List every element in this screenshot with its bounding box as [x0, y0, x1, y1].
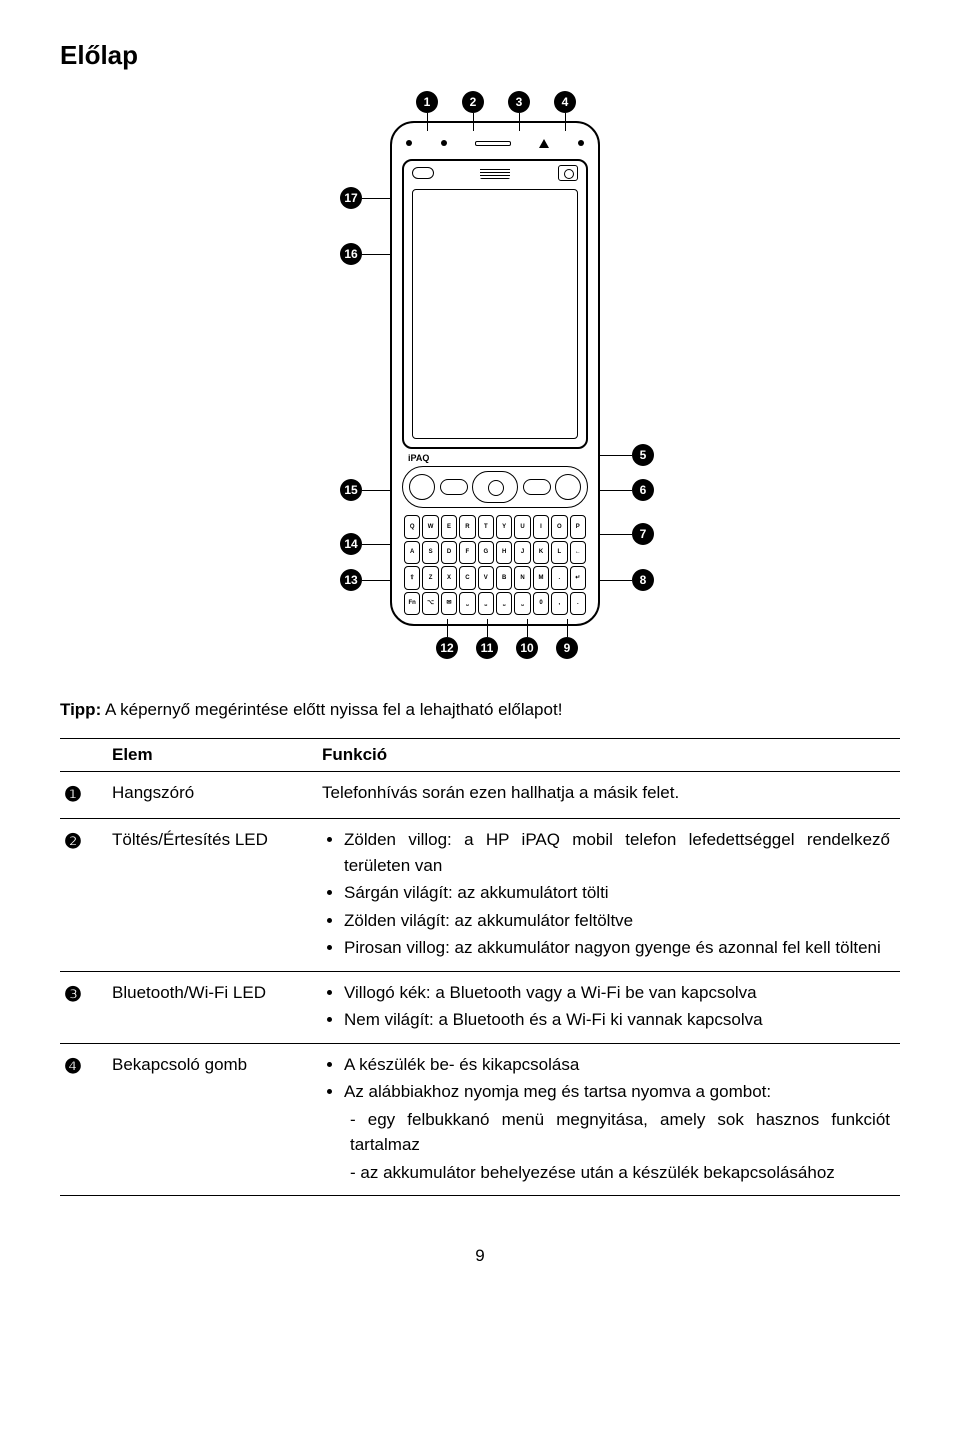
callout-16: 16 — [340, 243, 362, 265]
callout-17: 17 — [340, 187, 362, 209]
tip-line: Tipp: A képernyő megérintése előtt nyiss… — [60, 700, 900, 720]
table-row: ❶HangszóróTelefonhívás során ezen hallha… — [60, 772, 900, 819]
list-item: az akkumulátor behelyezése után a készül… — [350, 1160, 890, 1186]
row-number: ❶ — [60, 772, 108, 819]
list-item: Nem világít: a Bluetooth és a Wi-Fi ki v… — [344, 1007, 890, 1033]
callout-3: 3 — [508, 91, 530, 113]
tip-label: Tipp: — [60, 700, 101, 719]
row-func: Telefonhívás során ezen hallhatja a mási… — [318, 772, 900, 819]
table-row: ❷Töltés/Értesítés LED Zölden villog: a HP… — [60, 819, 900, 972]
row-number: ❷ — [60, 819, 108, 972]
row-func: Zölden villog: a HP iPAQ mobil telefon l… — [318, 819, 900, 972]
row-elem: Bekapcsoló gomb — [108, 1043, 318, 1196]
device-outline: iPAQ QWERTYUIOP ASDFGHJKL← ⇧ZXCVBNM.↵ Fn… — [390, 121, 600, 626]
tip-text: A képernyő megérintése előtt nyissa fel … — [101, 700, 562, 719]
list-item: egy felbukkanó menü megnyitása, amely so… — [350, 1107, 890, 1158]
list-item: Pirosan villog: az akkumulátor nagyon gy… — [344, 935, 890, 961]
list-item: Sárgán világít: az akkumulátort tölti — [344, 880, 890, 906]
callout-9: 9 — [556, 637, 578, 659]
table-row: ❹Bekapcsoló gombA készülék be- és kikapc… — [60, 1043, 900, 1196]
row-func: Villogó kék: a Bluetooth vagy a Wi-Fi be… — [318, 971, 900, 1043]
list-item: A készülék be- és kikapcsolása — [344, 1052, 890, 1078]
callout-7: 7 — [632, 523, 654, 545]
callout-13: 13 — [340, 569, 362, 591]
list-item: Villogó kék: a Bluetooth vagy a Wi-Fi be… — [344, 980, 890, 1006]
ipaq-label: iPAQ — [408, 453, 429, 463]
callout-11: 11 — [476, 637, 498, 659]
parts-table: Elem Funkció ❶HangszóróTelefonhívás sorá… — [60, 738, 900, 1196]
keyboard: QWERTYUIOP ASDFGHJKL← ⇧ZXCVBNM.↵ Fn⌥✉⎵⎵⎵… — [404, 515, 586, 615]
callout-2: 2 — [462, 91, 484, 113]
callout-15: 15 — [340, 479, 362, 501]
callout-6: 6 — [632, 479, 654, 501]
table-row: ❸Bluetooth/Wi-Fi LED Villogó kék: a Bluet… — [60, 971, 900, 1043]
callout-5: 5 — [632, 444, 654, 466]
callout-10: 10 — [516, 637, 538, 659]
col-func: Funkció — [318, 739, 900, 772]
row-func: A készülék be- és kikapcsolásaAz alábbia… — [318, 1043, 900, 1196]
device-diagram: iPAQ QWERTYUIOP ASDFGHJKL← ⇧ZXCVBNM.↵ Fn… — [60, 91, 900, 676]
col-elem: Elem — [108, 739, 318, 772]
row-number: ❹ — [60, 1043, 108, 1196]
row-number: ❸ — [60, 971, 108, 1043]
list-item: Zölden villog: a HP iPAQ mobil telefon l… — [344, 827, 890, 878]
callout-4: 4 — [554, 91, 576, 113]
callout-12: 12 — [436, 637, 458, 659]
list-item: Zölden világít: az akkumulátor feltöltve — [344, 908, 890, 934]
page-title: Előlap — [60, 40, 900, 71]
callout-14: 14 — [340, 533, 362, 555]
list-item: Az alábbiakhoz nyomja meg és tartsa nyom… — [344, 1079, 890, 1105]
row-elem: Töltés/Értesítés LED — [108, 819, 318, 972]
col-num — [60, 739, 108, 772]
row-elem: Bluetooth/Wi-Fi LED — [108, 971, 318, 1043]
callout-1: 1 — [416, 91, 438, 113]
row-elem: Hangszóró — [108, 772, 318, 819]
callout-8: 8 — [632, 569, 654, 591]
page-number: 9 — [60, 1246, 900, 1266]
